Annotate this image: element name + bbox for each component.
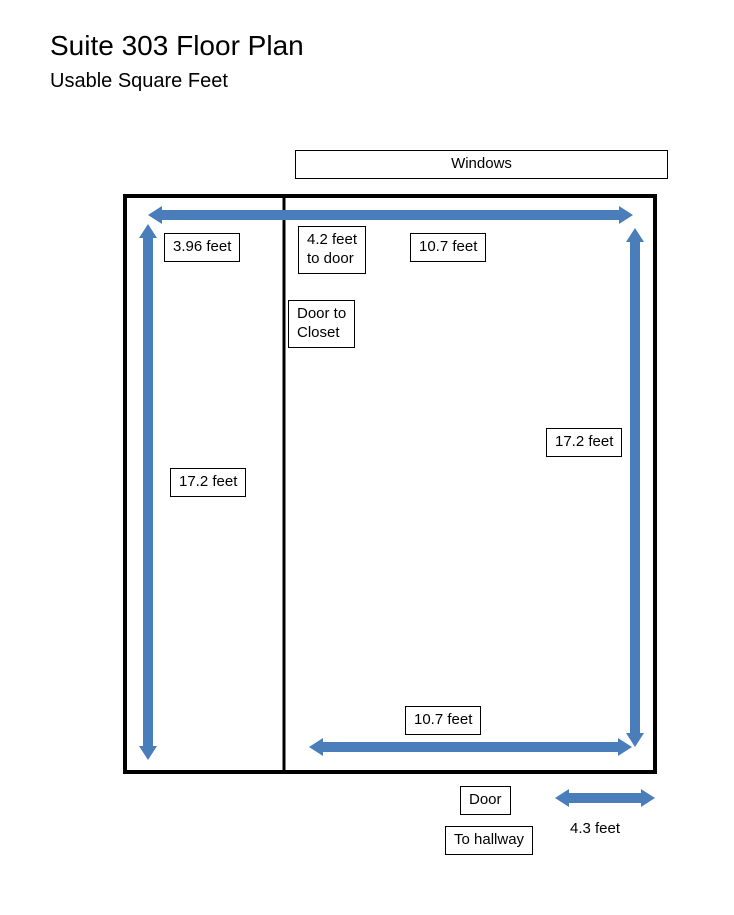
label-door: Door (460, 786, 511, 815)
label-dim-17-2-left: 17.2 feet (170, 468, 246, 497)
label-door-closet: Door to Closet (288, 300, 355, 348)
label-to-hallway: To hallway (445, 826, 533, 855)
floor-plan-diagram (0, 0, 734, 915)
label-dim-4-2: 4.2 feet to door (298, 226, 366, 274)
label-dim-17-2-right: 17.2 feet (546, 428, 622, 457)
label-dim-3-96: 3.96 feet (164, 233, 240, 262)
label-windows: Windows (295, 150, 668, 179)
label-dim-4-3: 4.3 feet (570, 820, 620, 839)
label-dim-10-7-top: 10.7 feet (410, 233, 486, 262)
label-dim-10-7-bot: 10.7 feet (405, 706, 481, 735)
